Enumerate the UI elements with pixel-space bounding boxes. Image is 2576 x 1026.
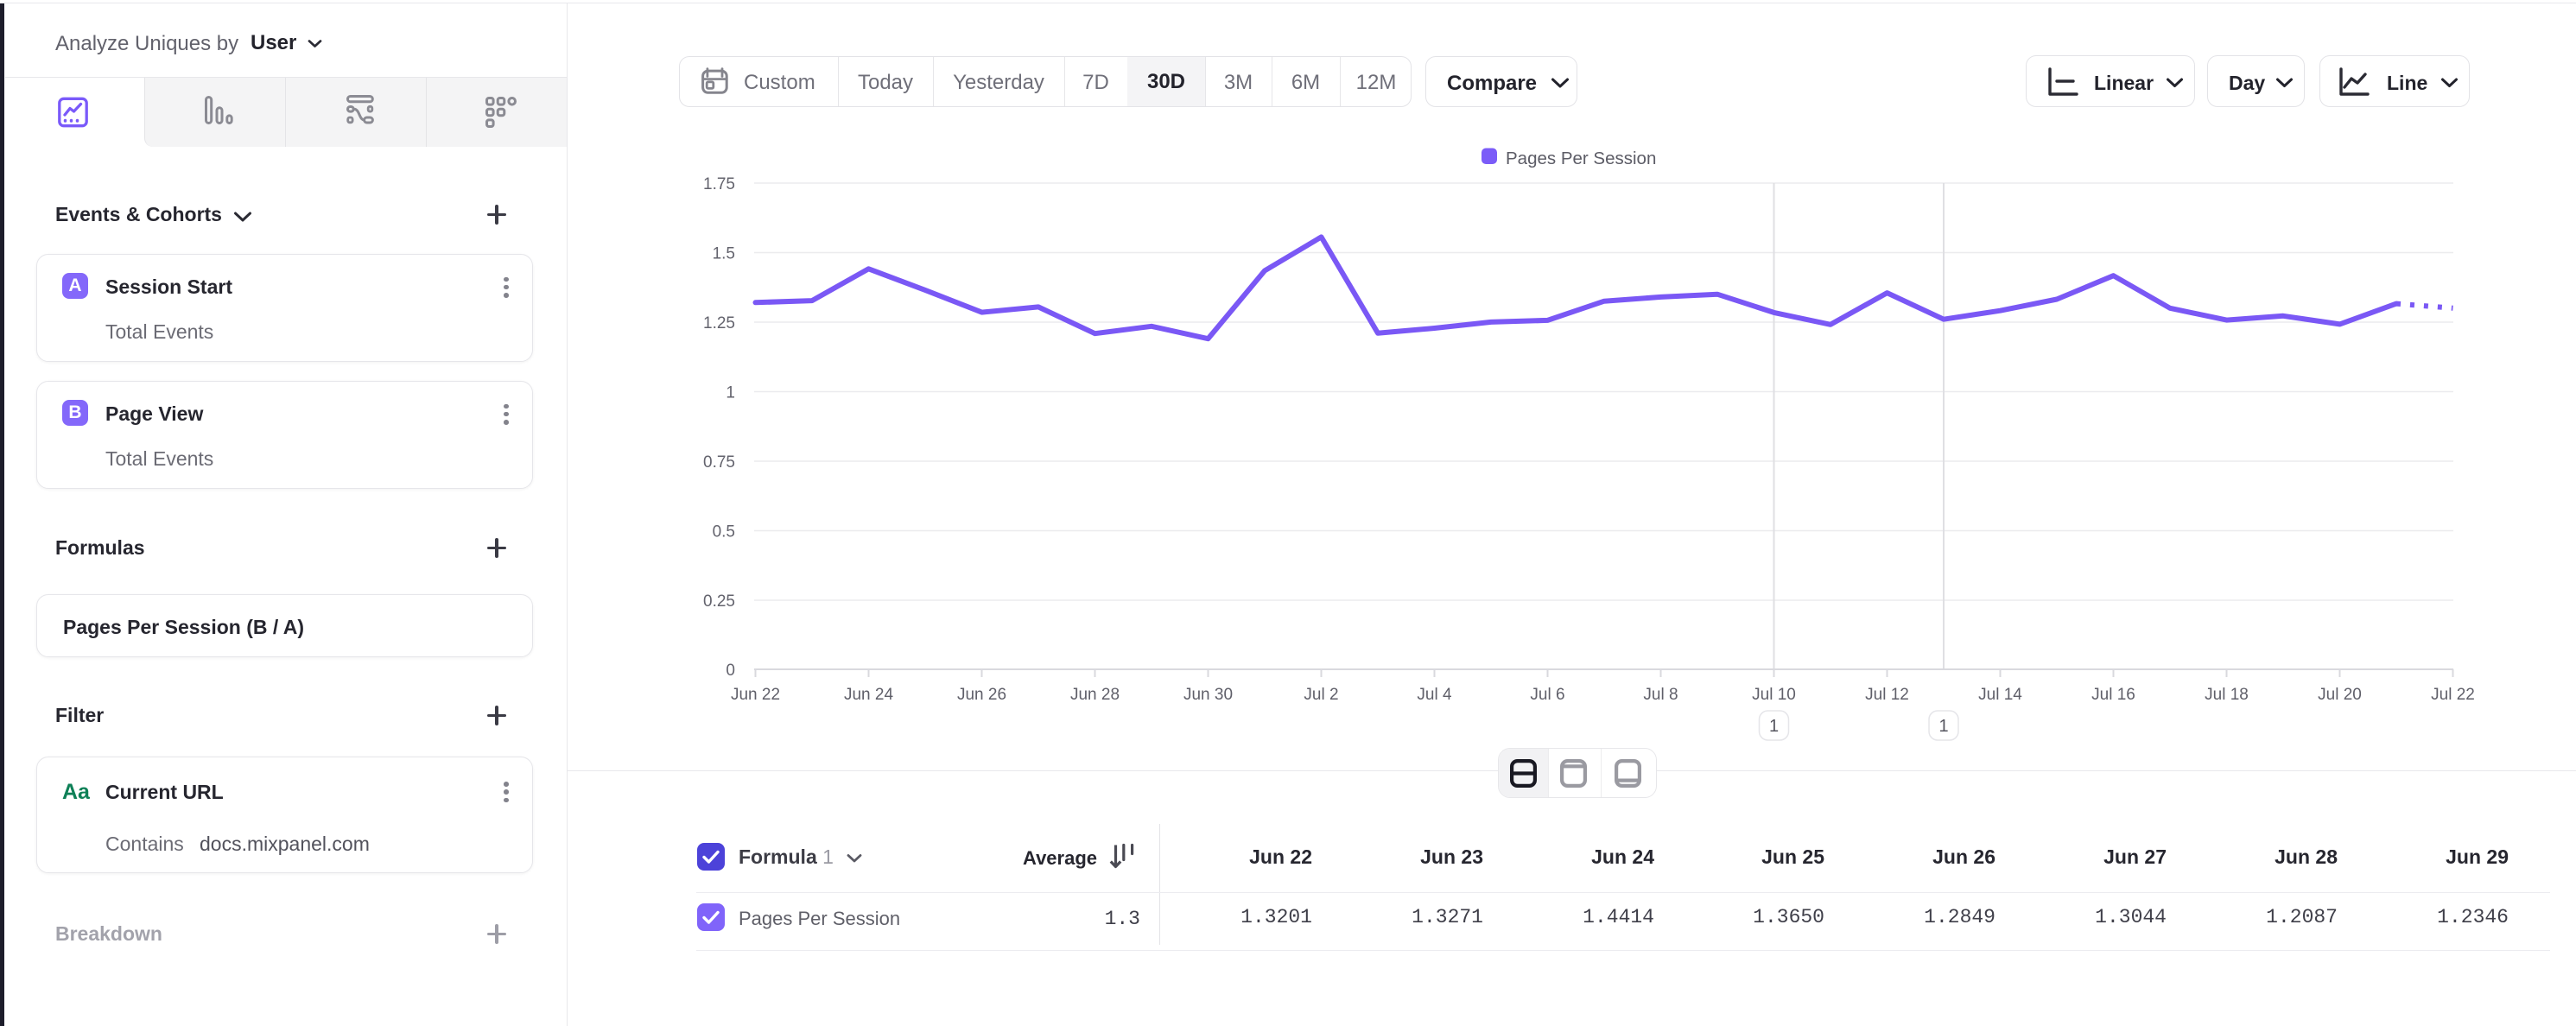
svg-text:1.25: 1.25 xyxy=(703,314,735,332)
svg-text:Jul 12: Jul 12 xyxy=(1865,686,1909,704)
svg-text:Jun 30: Jun 30 xyxy=(1183,686,1233,704)
svg-text:1.5: 1.5 xyxy=(713,245,735,263)
svg-text:Jul 18: Jul 18 xyxy=(2205,686,2249,704)
svg-text:Pages Per Session: Pages Per Session xyxy=(1506,149,1656,168)
svg-text:0.5: 0.5 xyxy=(713,523,735,542)
svg-text:Jul 20: Jul 20 xyxy=(2318,686,2362,704)
svg-text:0: 0 xyxy=(726,662,735,680)
svg-text:1.75: 1.75 xyxy=(703,175,735,193)
svg-text:1: 1 xyxy=(1769,717,1779,736)
svg-text:Jul 16: Jul 16 xyxy=(2091,686,2135,704)
svg-text:Jun 24: Jun 24 xyxy=(844,686,893,704)
svg-text:Jun 28: Jun 28 xyxy=(1070,686,1120,704)
svg-text:Jul 2: Jul 2 xyxy=(1304,686,1338,704)
svg-text:Jun 26: Jun 26 xyxy=(957,686,1006,704)
svg-text:Jul 4: Jul 4 xyxy=(1417,686,1452,704)
svg-text:Jul 6: Jul 6 xyxy=(1530,686,1564,704)
svg-text:Jul 14: Jul 14 xyxy=(1978,686,2022,704)
svg-text:0.75: 0.75 xyxy=(703,453,735,472)
svg-text:Jul 8: Jul 8 xyxy=(1643,686,1678,704)
svg-text:Jul 10: Jul 10 xyxy=(1752,686,1796,704)
svg-text:Jul 22: Jul 22 xyxy=(2431,686,2475,704)
svg-text:Jun 22: Jun 22 xyxy=(731,686,780,704)
svg-text:0.25: 0.25 xyxy=(703,592,735,611)
svg-text:1: 1 xyxy=(726,384,735,402)
svg-text:1: 1 xyxy=(1938,717,1948,736)
